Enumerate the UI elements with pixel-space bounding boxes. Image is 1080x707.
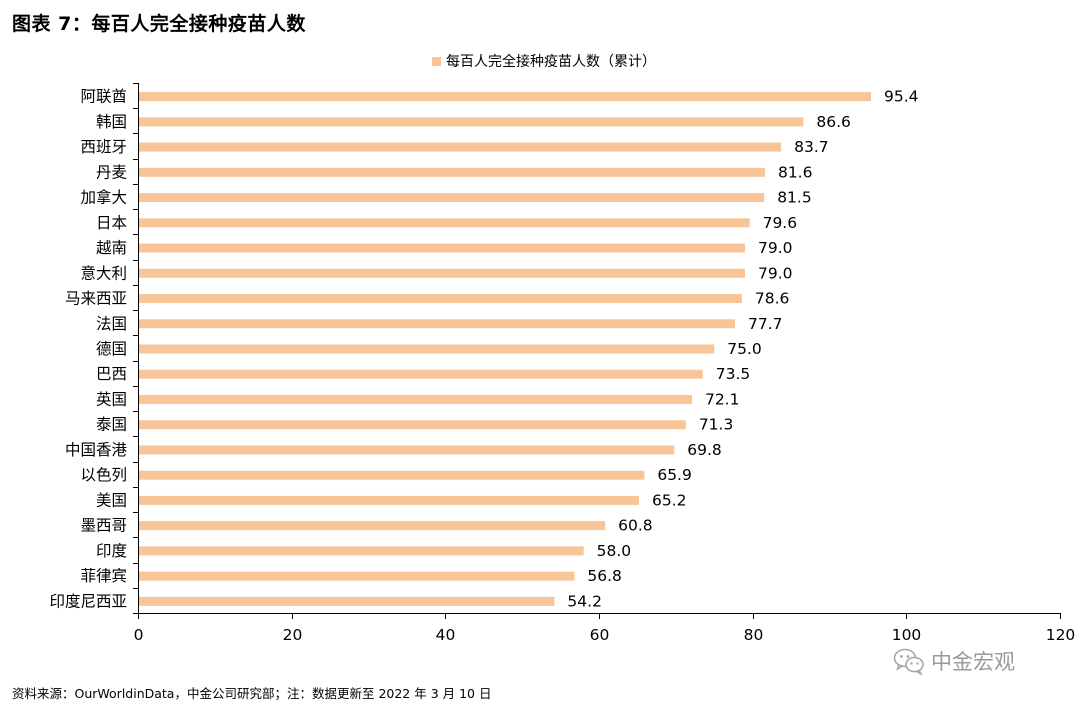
value-label: 56.8 xyxy=(587,567,622,585)
bar xyxy=(139,420,686,430)
bar xyxy=(139,142,782,152)
x-tick-label: 60 xyxy=(590,626,610,644)
watermark-text: 中金宏观 xyxy=(931,650,1015,674)
bar xyxy=(139,596,555,606)
bar xyxy=(139,344,715,354)
value-label: 95.4 xyxy=(884,88,919,106)
bar xyxy=(139,470,645,480)
category-label: 菲律宾 xyxy=(80,567,127,585)
value-label: 71.3 xyxy=(699,416,734,434)
category-label: 印度 xyxy=(96,542,127,560)
category-label: 西班牙 xyxy=(80,138,127,156)
x-tick-label: 20 xyxy=(283,626,303,644)
x-tick-label: 120 xyxy=(1046,626,1076,644)
figure-title: 图表 7：每百人完全接种疫苗人数 xyxy=(12,13,306,35)
category-label: 日本 xyxy=(96,214,127,232)
bar xyxy=(139,218,750,228)
value-label: 79.6 xyxy=(763,214,798,232)
bar xyxy=(139,495,639,505)
value-label: 86.6 xyxy=(816,113,851,131)
bar xyxy=(139,243,745,253)
bar xyxy=(139,445,675,455)
category-label: 韩国 xyxy=(96,113,127,131)
value-label: 73.5 xyxy=(716,365,751,383)
category-label: 以色列 xyxy=(80,466,127,484)
category-label: 加拿大 xyxy=(80,188,127,207)
bar xyxy=(139,546,584,556)
x-tick-label: 100 xyxy=(892,626,922,644)
bar xyxy=(139,294,742,304)
value-label: 65.9 xyxy=(657,466,692,484)
category-label: 越南 xyxy=(96,239,127,257)
value-label: 79.0 xyxy=(758,264,793,282)
value-label: 58.0 xyxy=(597,542,632,560)
value-label: 69.8 xyxy=(687,441,722,459)
legend-label: 每百人完全接种疫苗人数（累计） xyxy=(446,53,656,70)
category-label: 阿联酋 xyxy=(80,88,127,106)
category-label: 法国 xyxy=(96,315,127,333)
source-note: 资料来源：OurWorldinData，中金公司研究部；注：数据更新至 2022… xyxy=(12,686,492,701)
bar xyxy=(139,92,871,102)
bar xyxy=(139,571,575,581)
category-label: 美国 xyxy=(96,491,127,509)
bar xyxy=(139,268,745,278)
value-label: 81.5 xyxy=(777,189,812,207)
value-label: 78.6 xyxy=(755,290,790,308)
value-label: 79.0 xyxy=(758,239,793,257)
legend: 每百人完全接种疫苗人数（累计） xyxy=(432,53,656,70)
category-label: 马来西亚 xyxy=(65,290,127,308)
value-label: 60.8 xyxy=(618,517,653,535)
value-label: 72.1 xyxy=(705,390,740,408)
axes-group: 0 20 40 60 80 100 120 xyxy=(133,83,1075,644)
bars-group: 阿联酋 95.4 韩国 86.6 西班牙 83.7 丹麦 81.6 加拿大 81.5 日本 79.6 越… xyxy=(49,88,918,611)
bar xyxy=(139,521,606,531)
category-label: 泰国 xyxy=(96,416,127,434)
bar xyxy=(139,167,765,177)
value-label: 75.0 xyxy=(727,340,762,358)
bar xyxy=(139,117,804,127)
category-label: 巴西 xyxy=(96,365,127,383)
wechat-icon xyxy=(893,647,925,675)
category-label: 印度尼西亚 xyxy=(49,592,127,610)
watermark: 中金宏观 xyxy=(893,646,1015,676)
x-tick-label: 40 xyxy=(436,626,456,644)
category-label: 中国香港 xyxy=(65,441,128,459)
bar xyxy=(139,369,703,379)
x-tick-label: 80 xyxy=(744,626,764,644)
bar xyxy=(139,319,735,329)
value-label: 83.7 xyxy=(794,138,829,156)
value-label: 65.2 xyxy=(652,491,687,509)
category-label: 丹麦 xyxy=(96,163,127,181)
category-label: 英国 xyxy=(96,390,127,408)
value-label: 54.2 xyxy=(567,592,602,610)
category-label: 意大利 xyxy=(80,263,127,282)
bar-chart: 每百人完全接种疫苗人数（累计） 阿联酋 95.4 韩国 86.6 西班牙 83.7 丹麦 81… xyxy=(49,53,1075,644)
bar xyxy=(139,394,692,404)
legend-swatch xyxy=(432,57,441,66)
bar xyxy=(139,193,765,203)
category-label: 德国 xyxy=(96,340,127,358)
value-label: 81.6 xyxy=(778,163,813,181)
category-label: 墨西哥 xyxy=(80,517,127,535)
value-label: 77.7 xyxy=(748,315,783,333)
x-tick-label: 0 xyxy=(134,626,144,644)
